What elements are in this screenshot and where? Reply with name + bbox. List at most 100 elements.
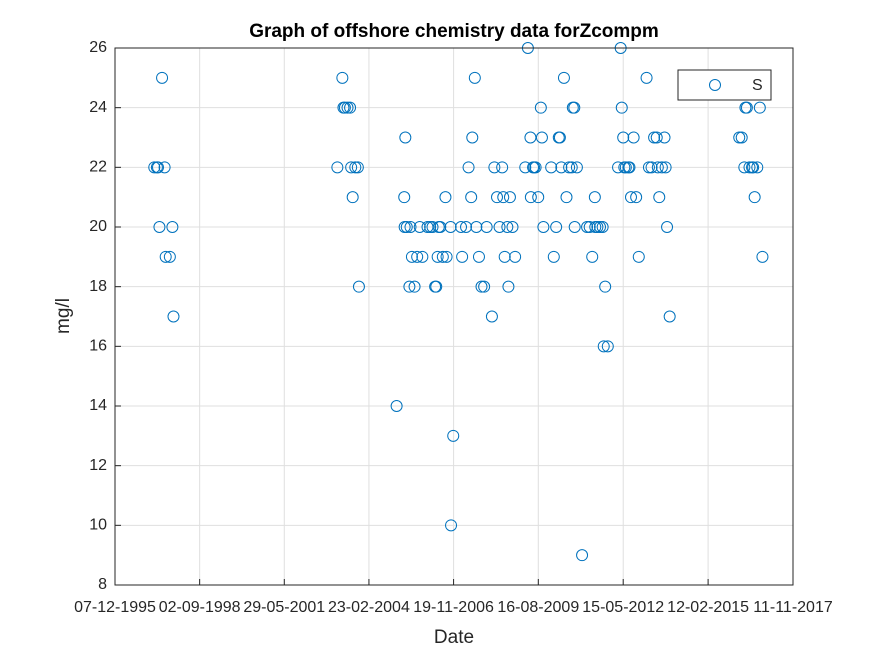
y-tick-label: 14 xyxy=(89,397,107,414)
point xyxy=(560,191,573,204)
point xyxy=(586,250,599,263)
point xyxy=(532,191,545,204)
y-tick-label: 22 xyxy=(89,159,107,176)
point xyxy=(617,131,630,144)
point xyxy=(167,310,180,323)
point xyxy=(642,161,655,174)
point xyxy=(650,131,663,144)
point xyxy=(440,250,453,263)
x-tick-label: 12-02-2015 xyxy=(667,599,749,616)
point xyxy=(588,191,601,204)
point xyxy=(153,221,166,233)
y-tick-label: 18 xyxy=(89,278,107,295)
point xyxy=(413,221,426,233)
point xyxy=(658,131,671,144)
y-tick-label: 8 xyxy=(98,576,107,593)
point xyxy=(553,131,566,144)
point xyxy=(733,131,746,144)
point xyxy=(550,221,563,233)
point xyxy=(490,191,503,204)
point xyxy=(497,191,510,204)
point xyxy=(599,280,612,293)
point xyxy=(345,161,358,174)
x-tick-label: 29-05-2001 xyxy=(243,599,325,616)
y-tick-label: 20 xyxy=(89,218,107,235)
point xyxy=(751,161,764,174)
point xyxy=(547,250,560,263)
point xyxy=(478,280,491,293)
point xyxy=(390,400,403,412)
y-tick-label: 12 xyxy=(89,457,107,474)
point xyxy=(498,250,511,263)
point xyxy=(503,191,516,204)
point xyxy=(524,191,537,204)
point xyxy=(501,221,514,233)
legend-label: S xyxy=(752,77,763,94)
point xyxy=(411,250,424,263)
point xyxy=(399,131,412,144)
point xyxy=(331,161,344,174)
legend: S xyxy=(677,69,772,101)
point xyxy=(653,191,666,204)
point xyxy=(447,429,460,442)
point xyxy=(502,280,515,293)
point xyxy=(570,161,583,174)
x-tick-label: 11-11-2017 xyxy=(753,599,833,616)
point xyxy=(405,250,418,263)
point xyxy=(565,161,578,174)
x-tick-label: 16-08-2009 xyxy=(497,599,579,616)
y-axis-label: mg/l xyxy=(53,298,74,334)
point xyxy=(555,161,568,174)
legend-marker xyxy=(709,79,721,91)
point xyxy=(619,161,632,174)
point xyxy=(735,131,748,144)
point xyxy=(509,250,522,263)
x-axis-label: Date xyxy=(434,627,474,648)
point xyxy=(753,101,766,114)
point xyxy=(630,191,643,204)
point xyxy=(748,191,761,204)
point xyxy=(581,221,594,233)
point xyxy=(444,221,457,233)
point xyxy=(663,310,676,323)
point xyxy=(535,131,548,144)
point xyxy=(756,250,769,263)
point xyxy=(597,340,610,353)
point xyxy=(568,101,581,114)
point xyxy=(480,221,493,233)
point xyxy=(615,101,628,114)
point xyxy=(640,71,653,84)
point xyxy=(434,221,447,233)
point xyxy=(336,71,349,84)
point xyxy=(408,280,421,293)
point xyxy=(472,250,485,263)
point xyxy=(159,250,172,263)
point xyxy=(740,101,753,114)
point xyxy=(460,221,473,233)
y-tick-label: 16 xyxy=(89,338,107,355)
point xyxy=(400,221,413,233)
point xyxy=(151,161,164,174)
point xyxy=(583,221,596,233)
point xyxy=(601,340,614,353)
point xyxy=(563,161,576,174)
point xyxy=(166,221,179,233)
point xyxy=(568,221,581,233)
points xyxy=(148,42,769,562)
point xyxy=(349,161,362,174)
point xyxy=(351,161,364,174)
point xyxy=(156,71,169,84)
point xyxy=(352,280,365,293)
point xyxy=(462,161,475,174)
point xyxy=(341,101,354,114)
x-tick-label: 23-02-2004 xyxy=(328,599,410,616)
point xyxy=(426,221,439,233)
point xyxy=(519,161,532,174)
point xyxy=(346,191,359,204)
point xyxy=(398,191,411,204)
point xyxy=(403,280,416,293)
x-tick-label: 02-09-1998 xyxy=(159,599,241,616)
point xyxy=(338,101,351,114)
